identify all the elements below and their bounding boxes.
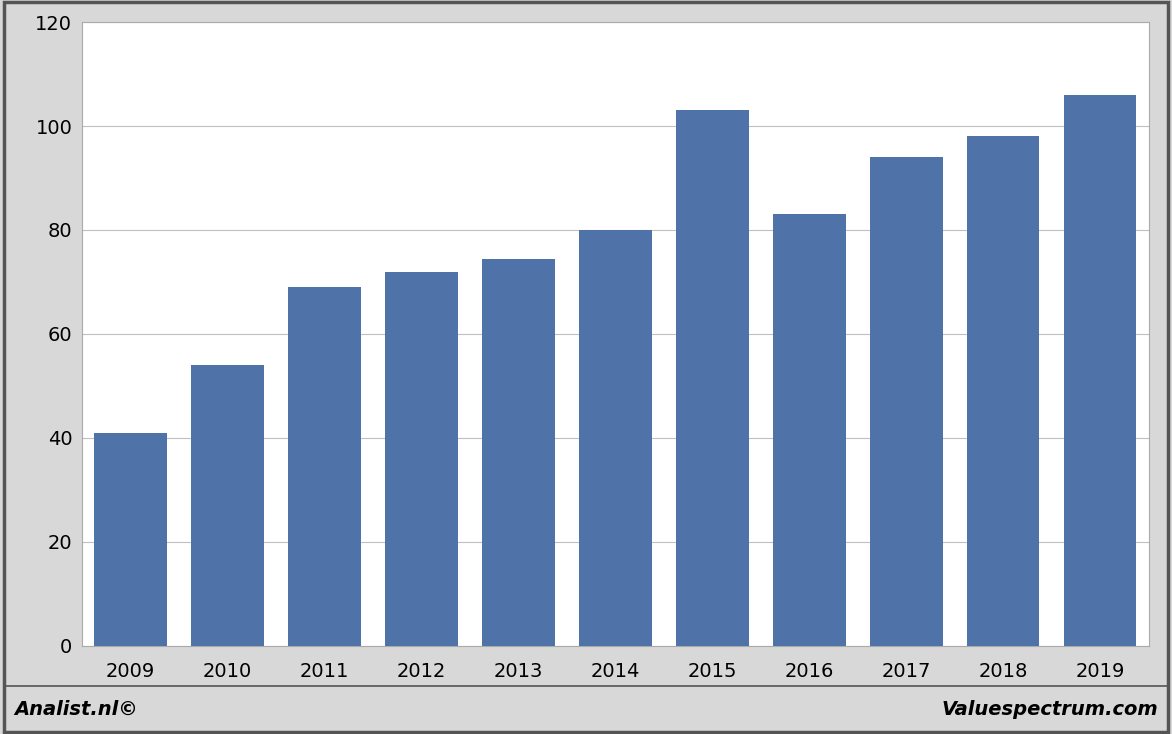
Bar bbox=[191, 366, 264, 646]
Bar bbox=[870, 157, 942, 646]
Bar bbox=[772, 214, 845, 646]
Bar bbox=[94, 433, 166, 646]
Bar bbox=[967, 137, 1040, 646]
Text: Analist.nl©: Analist.nl© bbox=[14, 700, 138, 719]
Bar bbox=[1064, 95, 1137, 646]
Bar bbox=[676, 110, 749, 646]
Bar bbox=[579, 230, 652, 646]
Bar bbox=[288, 287, 361, 646]
Bar bbox=[386, 272, 458, 646]
Bar bbox=[482, 258, 554, 646]
Text: Valuespectrum.com: Valuespectrum.com bbox=[941, 700, 1158, 719]
